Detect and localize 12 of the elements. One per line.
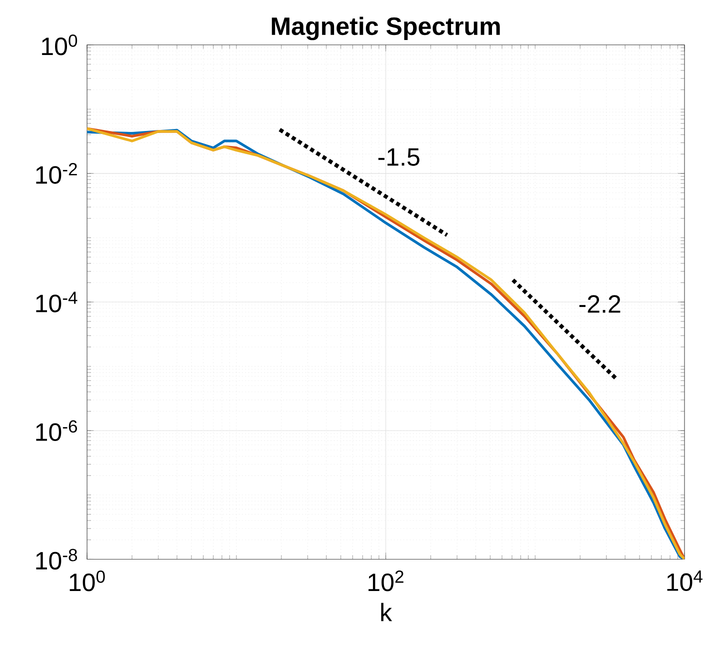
x-tick-label: 10$^{4}$ xyxy=(667,570,702,592)
x-tick-label: 10$^{2}$ xyxy=(368,570,404,592)
y-tick-label: 10$^{-6}$ xyxy=(36,420,77,442)
y-tick-label: 10$^{-4}$ xyxy=(36,292,78,312)
annotation: -1.5 xyxy=(378,148,420,166)
chart-title: Magnetic Spectrum xyxy=(272,16,500,40)
x-axis-title: k xyxy=(381,603,392,622)
y-tick-label: 10$^{-8}$ xyxy=(36,548,78,570)
y-tick-label: 10$^{0}$ xyxy=(42,34,78,56)
annotation: -2.2 xyxy=(579,295,620,313)
y-tick-label: 10$^{-2}$ xyxy=(36,163,77,184)
x-tick-label: 10$^{0}$ xyxy=(70,570,105,592)
